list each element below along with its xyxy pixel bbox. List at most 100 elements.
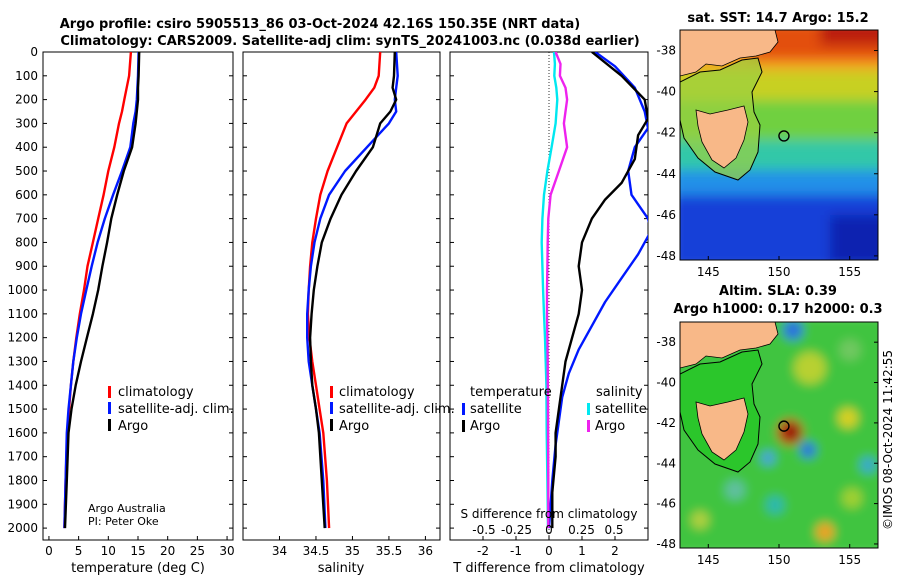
sst-map-panel: sat. SST: 14.7 Argo: 15.2 145 150 155 -38 -4… bbox=[656, 11, 879, 279]
y-tick-label: 1100 bbox=[7, 307, 38, 321]
map-y-tick-label: -44 bbox=[656, 456, 676, 470]
x-tick-label: 0 bbox=[45, 544, 53, 558]
credit-line-1: Argo Australia bbox=[88, 502, 166, 515]
s-difference-axis-label: S difference from climatology bbox=[461, 507, 638, 521]
x-tick-label: 20 bbox=[160, 544, 175, 558]
legend-swatch-argo bbox=[330, 419, 333, 431]
x-tick-label: 30 bbox=[219, 544, 234, 558]
map-x-tick-label: 150 bbox=[768, 265, 791, 279]
series-line-t-argo bbox=[551, 52, 648, 529]
map-y-tick-label: -38 bbox=[656, 44, 676, 58]
y-tick-label: 1700 bbox=[7, 450, 38, 464]
legend-label-climatology: climatology bbox=[339, 385, 415, 400]
y-tick-label: 0 bbox=[30, 45, 38, 59]
legend-swatch-climatology bbox=[330, 386, 333, 398]
sla-map-panel: Altim. SLA: 0.39 Argo h1000: 0.17 h2000:… bbox=[656, 284, 882, 567]
x-tick-label: 15 bbox=[130, 544, 145, 558]
x-tick-label: 35 bbox=[345, 544, 360, 558]
salinity-xlabel: salinity bbox=[318, 561, 365, 576]
legend-swatch-argo bbox=[108, 419, 111, 431]
map-y-tick-label: -38 bbox=[656, 335, 676, 349]
temperature-legend: climatology satellite-adj. clim. Argo bbox=[108, 385, 234, 434]
difference-panel: -2 -1 0 1 2 -0.5 -0.25 0 0.25 0.5 T difference fr… bbox=[449, 51, 649, 576]
map-y-tick-label: -40 bbox=[656, 85, 676, 99]
legend-label-climatology: climatology bbox=[118, 385, 194, 400]
sla-argo-marker bbox=[778, 420, 790, 432]
temperature-panel: 0 5 10 15 20 25 30 010020030040050060070080090… bbox=[7, 45, 648, 576]
map-y-tick-label: -40 bbox=[656, 376, 676, 390]
imos-timestamp: ©IMOS 08-Oct-2024 11:42:55 bbox=[881, 350, 895, 530]
y-tick-label: 2000 bbox=[7, 521, 38, 535]
legend-label-t-satellite: satellite bbox=[470, 402, 522, 417]
legend-label-argo: Argo bbox=[118, 419, 148, 434]
temperature-xlabel: temperature (deg C) bbox=[71, 561, 205, 576]
s-tick-label: 0 bbox=[545, 523, 553, 537]
credit-line-2: PI: Peter Oke bbox=[88, 515, 159, 528]
legend-swatch-t-argo bbox=[462, 420, 465, 432]
x-tick-label: -2 bbox=[477, 544, 489, 558]
s-tick-label: -0.25 bbox=[501, 523, 532, 537]
legend-label-satellite-adj: satellite-adj. clim. bbox=[118, 402, 234, 417]
legend-label-argo: Argo bbox=[339, 419, 369, 434]
map-x-tick-label: 145 bbox=[697, 265, 720, 279]
y-tick-label: 500 bbox=[15, 164, 38, 178]
y-tick-label: 900 bbox=[15, 259, 38, 273]
x-tick-label: 34.5 bbox=[303, 544, 330, 558]
y-tick-label: 1900 bbox=[7, 497, 38, 511]
x-tick-label: 0 bbox=[545, 544, 553, 558]
x-tick-label: 2 bbox=[611, 544, 619, 558]
salinity-axes-frame bbox=[242, 51, 441, 541]
y-tick-label: 1300 bbox=[7, 354, 38, 368]
map-y-tick-label: -44 bbox=[656, 167, 676, 181]
sla-mainland bbox=[680, 322, 779, 369]
x-tick-label: 25 bbox=[190, 544, 205, 558]
legend-title-temperature: temperature bbox=[470, 385, 552, 400]
sla-map-title-1: Altim. SLA: 0.39 bbox=[719, 284, 837, 299]
y-tick-label: 200 bbox=[15, 93, 38, 107]
sst-map-title: sat. SST: 14.7 Argo: 15.2 bbox=[687, 11, 868, 26]
map-y-tick-label: -42 bbox=[656, 416, 676, 430]
salinity-panel: 34 34.5 35 35.5 36 salinity climatology sate… bbox=[242, 51, 455, 576]
legend-label-s-satellite: satellite bbox=[595, 402, 647, 417]
map-y-tick-label: -48 bbox=[656, 537, 676, 551]
y-tick-label: 800 bbox=[15, 235, 38, 249]
map-y-tick-label: -46 bbox=[656, 208, 676, 222]
y-tick-label: 1800 bbox=[7, 473, 38, 487]
legend-title-salinity: salinity bbox=[596, 385, 643, 400]
s-tick-label: 0.5 bbox=[604, 523, 623, 537]
series-line-argo bbox=[308, 52, 398, 529]
y-tick-label: 1600 bbox=[7, 426, 38, 440]
x-tick-label: 35.5 bbox=[376, 544, 403, 558]
series-line-argo bbox=[63, 52, 141, 529]
x-tick-label: 10 bbox=[101, 544, 116, 558]
header-line-2: Climatology: CARS2009. Satellite-adj cli… bbox=[60, 34, 639, 49]
y-tick-label: 600 bbox=[15, 188, 38, 202]
legend-label-s-argo: Argo bbox=[595, 419, 625, 434]
s-tick-label: 0.25 bbox=[568, 523, 595, 537]
x-tick-label: 36 bbox=[418, 544, 433, 558]
y-tick-label: 400 bbox=[15, 140, 38, 154]
y-tick-label: 700 bbox=[15, 212, 38, 226]
map-y-tick-label: -46 bbox=[656, 497, 676, 511]
y-tick-label: 1200 bbox=[7, 331, 38, 345]
salinity-legend: climatology satellite-adj. clim. Argo bbox=[330, 385, 455, 434]
sst-argo-marker bbox=[778, 130, 790, 142]
x-tick-label: -1 bbox=[510, 544, 522, 558]
legend-swatch-s-argo bbox=[587, 420, 590, 432]
legend-swatch-satellite-adj bbox=[108, 402, 111, 414]
legend-label-t-argo: Argo bbox=[470, 419, 500, 434]
series-line-climatology bbox=[306, 52, 382, 529]
sla-tasmania bbox=[695, 397, 749, 461]
sla-map-title-2: Argo h1000: 0.17 h2000: 0.3 bbox=[673, 302, 882, 317]
y-tick-label: 1500 bbox=[7, 402, 38, 416]
series-line-s-satellite bbox=[540, 52, 559, 529]
x-tick-label: 34 bbox=[272, 544, 287, 558]
map-x-tick-label: 155 bbox=[838, 265, 861, 279]
series-line-t-satellite bbox=[547, 52, 648, 529]
sst-tasmania bbox=[695, 105, 749, 169]
difference-legend: temperature salinity satellite Argo sate… bbox=[462, 385, 647, 434]
legend-label-satellite-adj: satellite-adj. clim. bbox=[339, 402, 455, 417]
y-tick-label: 300 bbox=[15, 116, 38, 130]
legend-swatch-s-satellite bbox=[587, 403, 590, 415]
